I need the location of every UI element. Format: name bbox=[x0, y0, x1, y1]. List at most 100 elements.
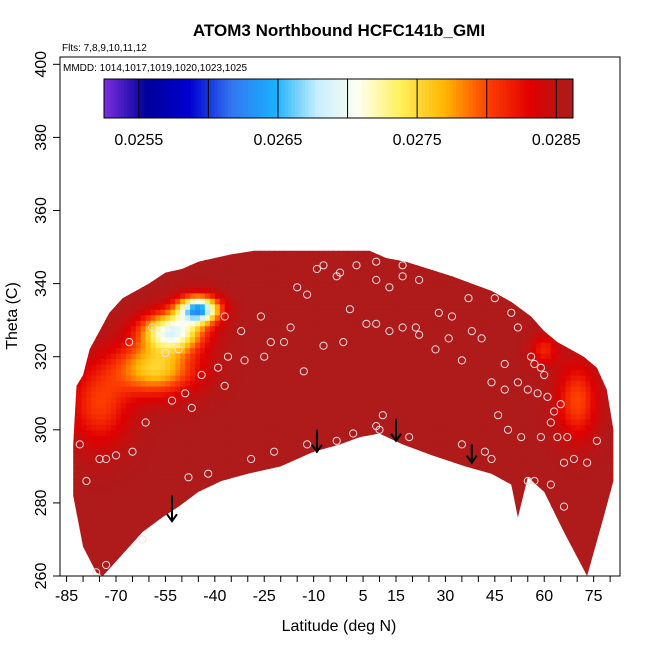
observation-point bbox=[530, 359, 539, 369]
observation-point bbox=[345, 305, 354, 314]
observation-point bbox=[523, 385, 532, 394]
observation-point bbox=[464, 294, 473, 303]
observation-point bbox=[82, 476, 91, 486]
observation-point bbox=[467, 327, 476, 336]
annotation-arrows bbox=[166, 418, 478, 523]
x-tick-label: -10 bbox=[302, 588, 325, 605]
observation-point bbox=[487, 378, 496, 387]
observation-point bbox=[102, 560, 111, 570]
observation-point bbox=[500, 385, 509, 394]
x-tick-label: 5 bbox=[359, 588, 368, 605]
observation-point bbox=[197, 370, 206, 380]
observation-point bbox=[362, 319, 371, 328]
x-axis-label: Latitude (deg N) bbox=[282, 618, 397, 635]
theta-latitude-field bbox=[73, 250, 614, 576]
down-arrow-icon bbox=[311, 429, 323, 454]
observation-point bbox=[431, 345, 440, 354]
observation-point bbox=[312, 264, 321, 274]
observation-point bbox=[95, 454, 104, 464]
colorbar-tick-label: 0.0275 bbox=[393, 132, 442, 149]
observation-point bbox=[543, 392, 552, 401]
down-arrow-icon bbox=[166, 495, 178, 523]
observation-point bbox=[385, 283, 394, 292]
observation-point bbox=[477, 334, 486, 343]
observation-point bbox=[487, 454, 496, 464]
y-tick-label: 340 bbox=[33, 270, 50, 297]
observation-point bbox=[533, 389, 542, 398]
observation-point bbox=[583, 458, 592, 467]
observation-point bbox=[447, 312, 457, 321]
observation-point bbox=[303, 290, 312, 299]
observation-point bbox=[556, 400, 565, 409]
x-tick-label: 15 bbox=[387, 588, 405, 605]
observation-point bbox=[513, 378, 523, 387]
down-arrow-icon bbox=[390, 418, 402, 443]
observation-points bbox=[75, 257, 602, 576]
field-cells bbox=[73, 250, 614, 576]
observation-point bbox=[187, 403, 196, 412]
chart-title: ATOM3 Northbound HCFC141b_GMI bbox=[193, 21, 485, 40]
observation-point bbox=[339, 338, 348, 347]
y-tick-label: 260 bbox=[33, 563, 50, 590]
observation-point bbox=[398, 272, 407, 281]
observation-point bbox=[434, 308, 443, 317]
observation-point bbox=[352, 261, 361, 270]
observation-point bbox=[293, 283, 302, 292]
colorbar-frame bbox=[103, 78, 574, 119]
y-axis-label: Theta (C) bbox=[4, 282, 21, 350]
x-tick-label: -85 bbox=[55, 588, 78, 605]
observation-point bbox=[303, 440, 312, 449]
observation-point bbox=[148, 323, 157, 332]
observation-point bbox=[372, 275, 381, 285]
observation-point bbox=[332, 272, 341, 281]
x-tick-label: 75 bbox=[585, 588, 603, 605]
observation-point bbox=[256, 312, 265, 321]
observation-point bbox=[540, 370, 549, 380]
colorbar-tick-label: 0.0285 bbox=[532, 132, 581, 149]
observation-point bbox=[503, 425, 513, 434]
observation-point bbox=[494, 411, 503, 420]
colorbar-tick-label: 0.0265 bbox=[253, 132, 302, 149]
observation-point bbox=[536, 433, 546, 442]
x-tick-label: -55 bbox=[154, 588, 177, 605]
observation-point bbox=[559, 458, 569, 467]
observation-point bbox=[500, 359, 509, 369]
plot-frame bbox=[59, 56, 621, 577]
observation-point bbox=[457, 356, 466, 365]
x-axis: -85 -70 -55 -40 -25 -10 5 15 30 45 60 75 bbox=[55, 576, 611, 605]
observation-point bbox=[513, 323, 523, 332]
colorbar: 0.0255 0.0265 0.0275 0.0285 bbox=[103, 78, 581, 149]
observation-point bbox=[415, 330, 424, 339]
observation-point bbox=[319, 261, 328, 270]
observation-point bbox=[270, 447, 279, 456]
observation-point bbox=[237, 327, 246, 336]
observation-point bbox=[569, 454, 579, 464]
observation-point bbox=[490, 294, 499, 303]
observation-point bbox=[260, 352, 269, 361]
observation-point bbox=[161, 348, 170, 358]
observation-point bbox=[411, 323, 420, 332]
observation-point bbox=[204, 469, 213, 478]
observation-point bbox=[536, 363, 546, 372]
observation-point bbox=[167, 396, 177, 405]
observation-point bbox=[546, 418, 555, 427]
observation-point bbox=[563, 433, 572, 442]
observation-point bbox=[378, 411, 387, 420]
observation-point bbox=[592, 436, 602, 445]
observation-point bbox=[266, 338, 275, 347]
observation-point bbox=[125, 338, 134, 347]
observation-point bbox=[546, 480, 555, 489]
observation-point bbox=[398, 261, 407, 270]
observation-point bbox=[286, 323, 295, 332]
observation-point bbox=[299, 367, 308, 376]
observation-point bbox=[385, 327, 394, 336]
y-tick-label: 380 bbox=[33, 124, 50, 151]
observation-point bbox=[214, 363, 223, 372]
y-tick-label: 360 bbox=[33, 197, 50, 224]
observation-point bbox=[530, 476, 539, 486]
observation-point bbox=[279, 338, 289, 347]
observation-point bbox=[444, 334, 453, 343]
observation-point bbox=[507, 308, 516, 317]
observation-point bbox=[247, 454, 256, 464]
